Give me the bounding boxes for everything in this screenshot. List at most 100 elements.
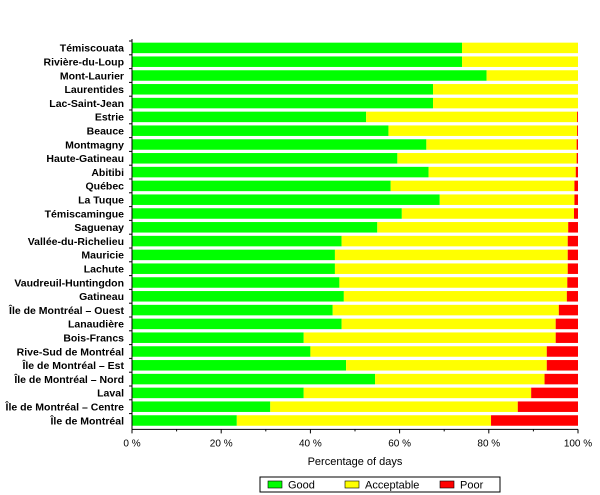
bar-poor-17 [567, 277, 578, 288]
bar-acceptable-24 [375, 373, 545, 385]
bar-good-19 [132, 304, 333, 316]
x-tick-label: 20 % [210, 438, 233, 449]
bar-acceptable-7 [426, 139, 577, 150]
x-tick-label: 40 % [299, 438, 322, 449]
bar-acceptable-5 [366, 111, 578, 123]
legend-swatch-good [267, 480, 283, 489]
bar-poor-22 [546, 346, 578, 357]
bar-good-1 [132, 56, 463, 67]
bar-acceptable-25 [303, 387, 532, 399]
bars-group [132, 42, 578, 426]
bar-good-18 [132, 291, 344, 302]
category-label: Bois-Francs [63, 333, 124, 345]
bar-acceptable-6 [388, 125, 578, 136]
bar-poor-16 [567, 263, 578, 274]
bar-acceptable-21 [303, 332, 556, 343]
bar-acceptable-16 [334, 263, 568, 274]
bar-poor-15 [567, 249, 578, 261]
category-label: Île de Montréal – Centre [5, 401, 125, 414]
bar-good-17 [132, 277, 340, 288]
bar-good-12 [132, 208, 402, 219]
bar-poor-5 [577, 111, 578, 123]
bar-good-6 [132, 125, 389, 136]
bar-good-24 [132, 373, 376, 385]
bar-good-13 [132, 222, 378, 233]
bar-good-9 [132, 166, 429, 178]
category-label: Lac-Saint-Jean [49, 98, 124, 110]
legend: Good Acceptable Poor [259, 476, 501, 493]
bar-poor-10 [574, 180, 578, 192]
bar-poor-19 [558, 304, 578, 316]
category-label: Laval [97, 388, 124, 400]
category-label: Rivière-du-Loup [44, 57, 125, 69]
category-label: Haute-Gatineau [46, 153, 124, 165]
bar-good-14 [132, 235, 342, 247]
bar-acceptable-3 [433, 84, 578, 95]
legend-label-good: Good [288, 480, 315, 492]
category-label: Beauce [87, 126, 125, 138]
category-label: Île de Montréal [49, 414, 124, 427]
bar-good-23 [132, 360, 347, 371]
bar-good-3 [132, 84, 434, 95]
bar-good-2 [132, 70, 487, 81]
bar-poor-11 [574, 194, 578, 205]
bar-acceptable-22 [310, 346, 547, 357]
bar-poor-23 [546, 360, 578, 371]
bar-acceptable-8 [397, 153, 577, 164]
category-label: Île de Montréal – Nord [13, 373, 124, 386]
legend-swatch-acceptable [344, 480, 360, 489]
category-label: Île de Montréal – Est [21, 359, 124, 372]
x-tick-label: 0 % [123, 438, 140, 449]
bar-poor-12 [573, 208, 578, 219]
bar-good-7 [132, 139, 427, 150]
bar-poor-18 [566, 291, 578, 302]
bar-good-8 [132, 153, 398, 164]
bar-acceptable-23 [346, 360, 547, 371]
bar-poor-8 [576, 153, 578, 164]
category-label: Rive-Sud de Montréal [17, 346, 124, 358]
bar-good-26 [132, 401, 271, 412]
category-label: Montmagny [65, 139, 124, 151]
bar-good-25 [132, 387, 304, 399]
category-label: Gatineau [79, 291, 124, 303]
category-label: Lanaudière [68, 319, 124, 331]
bar-acceptable-18 [343, 291, 567, 302]
category-label: Mont-Laurier [60, 70, 124, 82]
bar-acceptable-2 [486, 70, 578, 81]
bar-acceptable-1 [462, 56, 578, 67]
x-tick-label: 80 % [477, 438, 500, 449]
bar-good-20 [132, 318, 342, 330]
bar-good-27 [132, 415, 237, 426]
x-tick-label: 60 % [388, 438, 411, 449]
category-label: Vallée-du-Richelieu [28, 236, 124, 248]
bar-acceptable-17 [339, 277, 568, 288]
x-tick-label: 100 % [564, 438, 592, 449]
bar-acceptable-0 [462, 42, 578, 54]
legend-swatch-poor [439, 480, 455, 489]
bar-poor-13 [568, 222, 578, 233]
bar-acceptable-10 [390, 180, 575, 192]
x-axis-title: Percentage of days [308, 456, 403, 468]
bar-good-4 [132, 97, 434, 109]
x-axis: 0 % 20 % 40 % 60 % 80 % 100 % [123, 39, 592, 449]
bar-acceptable-14 [341, 235, 568, 247]
bar-poor-25 [531, 387, 578, 399]
bar-acceptable-4 [433, 97, 578, 109]
bar-good-10 [132, 180, 391, 192]
bar-poor-20 [555, 318, 578, 330]
bar-good-11 [132, 194, 440, 205]
bar-good-16 [132, 263, 335, 274]
bar-good-22 [132, 346, 311, 357]
category-label: Estrie [95, 112, 124, 124]
bar-poor-26 [517, 401, 578, 412]
category-label: La Tuque [78, 195, 124, 207]
bar-good-5 [132, 111, 367, 123]
bar-poor-27 [491, 415, 578, 426]
bar-poor-14 [567, 235, 578, 247]
category-label: Abitibi [91, 167, 124, 179]
bar-acceptable-20 [341, 318, 556, 330]
category-label: Saguenay [74, 222, 124, 234]
bar-poor-24 [544, 373, 578, 385]
